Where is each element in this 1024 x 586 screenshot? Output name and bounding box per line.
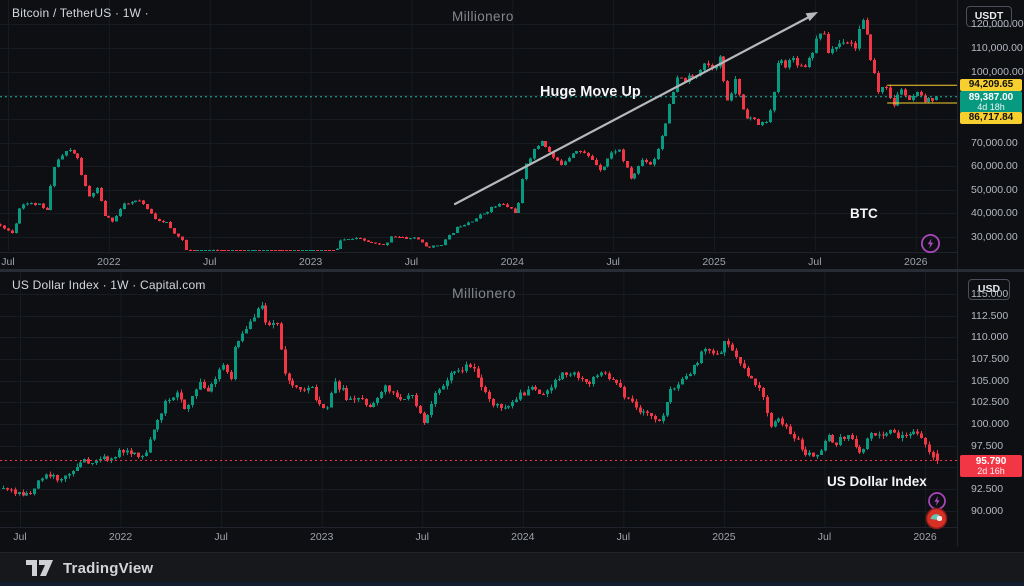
price-tick-label: 115.000 — [971, 287, 1009, 300]
price-tick-label: 92.500 — [971, 483, 1004, 496]
time-tick-label: Jul — [13, 531, 27, 543]
time-tick-label: Jul — [606, 256, 620, 268]
price-tick-label: 100.000 — [971, 418, 1009, 430]
lower-level-price-label: 86,717.84 — [960, 112, 1022, 125]
price-tick-label: 97.500 — [971, 439, 1004, 452]
dxy-bar-countdown: 2d 16h — [977, 465, 1005, 476]
time-tick-label: 2024 — [500, 256, 524, 268]
price-tick-label: 112.500 — [971, 309, 1009, 322]
time-tick-label: 2025 — [712, 531, 736, 543]
time-tick-label: 2025 — [702, 256, 726, 268]
btc-chart-canvas[interactable] — [0, 0, 957, 252]
price-tick-label: 30,000.00 — [971, 231, 1018, 243]
dxy-text-annotation[interactable]: US Dollar Index — [827, 474, 927, 489]
price-tick-label: 60,000.00 — [971, 160, 1018, 173]
price-tick-label: 105.000 — [971, 374, 1009, 387]
pane-divider[interactable] — [0, 269, 1024, 272]
btc-time-axis[interactable]: Jul 2022 Jul 2023 Jul 2024 Jul 2025 Jul 2026 — [0, 252, 957, 270]
price-scale[interactable]: USDT USD 94,209.65 89,387.00 4d 18h 86,7… — [957, 0, 1024, 547]
time-tick-label: Jul — [404, 256, 419, 268]
time-tick-label: Jul — [214, 531, 228, 543]
price-tick-label: 70,000.00 — [971, 136, 1018, 149]
huge-move-up-annotation[interactable]: Huge Move Up — [540, 84, 641, 100]
time-tick-label: Jul — [616, 531, 631, 543]
time-tick-label: 2022 — [108, 531, 133, 543]
price-tick-label: 110,000.00 — [971, 42, 1023, 54]
footer-bar: TradingView — [0, 552, 1024, 583]
price-tick-label: 102.500 — [971, 396, 1009, 409]
time-tick-label: Jul — [808, 256, 822, 268]
dxy-time-axis[interactable]: Jul 2022 Jul 2023 Jul 2024 Jul 2025 Jul 2026 — [0, 527, 957, 545]
btc-currency-button[interactable]: USDT — [966, 6, 1012, 27]
price-tick-label: 50,000.00 — [971, 183, 1018, 196]
price-tick-label: 107.500 — [971, 352, 1009, 365]
price-tick-label: 120,000.00 — [971, 18, 1024, 31]
time-tick-label: 2023 — [309, 531, 334, 543]
time-tick-label: Jul — [1, 256, 15, 268]
price-tick-label: 110.000 — [971, 331, 1009, 344]
tradingview-brand-link[interactable]: TradingView — [63, 559, 154, 577]
trend-arrow[interactable] — [453, 12, 818, 206]
time-tick-label: 2026 — [904, 256, 928, 268]
dxy-current-price-label: 95.790 2d 16h — [960, 454, 1022, 477]
time-tick-label: 2022 — [97, 256, 121, 268]
time-tick-label: 2024 — [511, 531, 535, 543]
time-tick-label: Jul — [415, 531, 429, 543]
time-tick-label: 2023 — [298, 256, 323, 268]
dxy-currency-button[interactable]: USD — [968, 279, 1010, 300]
btc-text-annotation[interactable]: BTC — [850, 206, 878, 221]
bottom-strip — [0, 582, 1024, 586]
btc-symbol-title[interactable]: Bitcoin / TetherUS · 1W · — [12, 6, 149, 20]
time-tick-label: 2026 — [913, 531, 937, 543]
upper-level-price-label: 94,209.65 — [960, 78, 1022, 91]
btc-bar-countdown: 4d 18h — [977, 101, 1005, 112]
time-tick-label: Jul — [203, 256, 217, 268]
price-tick-label: 40,000.00 — [971, 207, 1018, 220]
dxy-chart-canvas[interactable] — [0, 272, 957, 527]
btc-watermark: Millionero — [452, 9, 514, 24]
dxy-symbol-title[interactable]: US Dollar Index · 1W · Capital.com — [12, 278, 206, 292]
time-tick-label: Jul — [817, 531, 832, 543]
price-tick-label: 90.000 — [971, 504, 1004, 517]
tradingview-logo-icon[interactable] — [25, 558, 55, 578]
btc-current-price-label: 89,387.00 4d 18h — [960, 90, 1022, 113]
dxy-watermark: Millionero — [452, 285, 516, 301]
price-tick-label: 100,000.00 — [971, 65, 1024, 78]
